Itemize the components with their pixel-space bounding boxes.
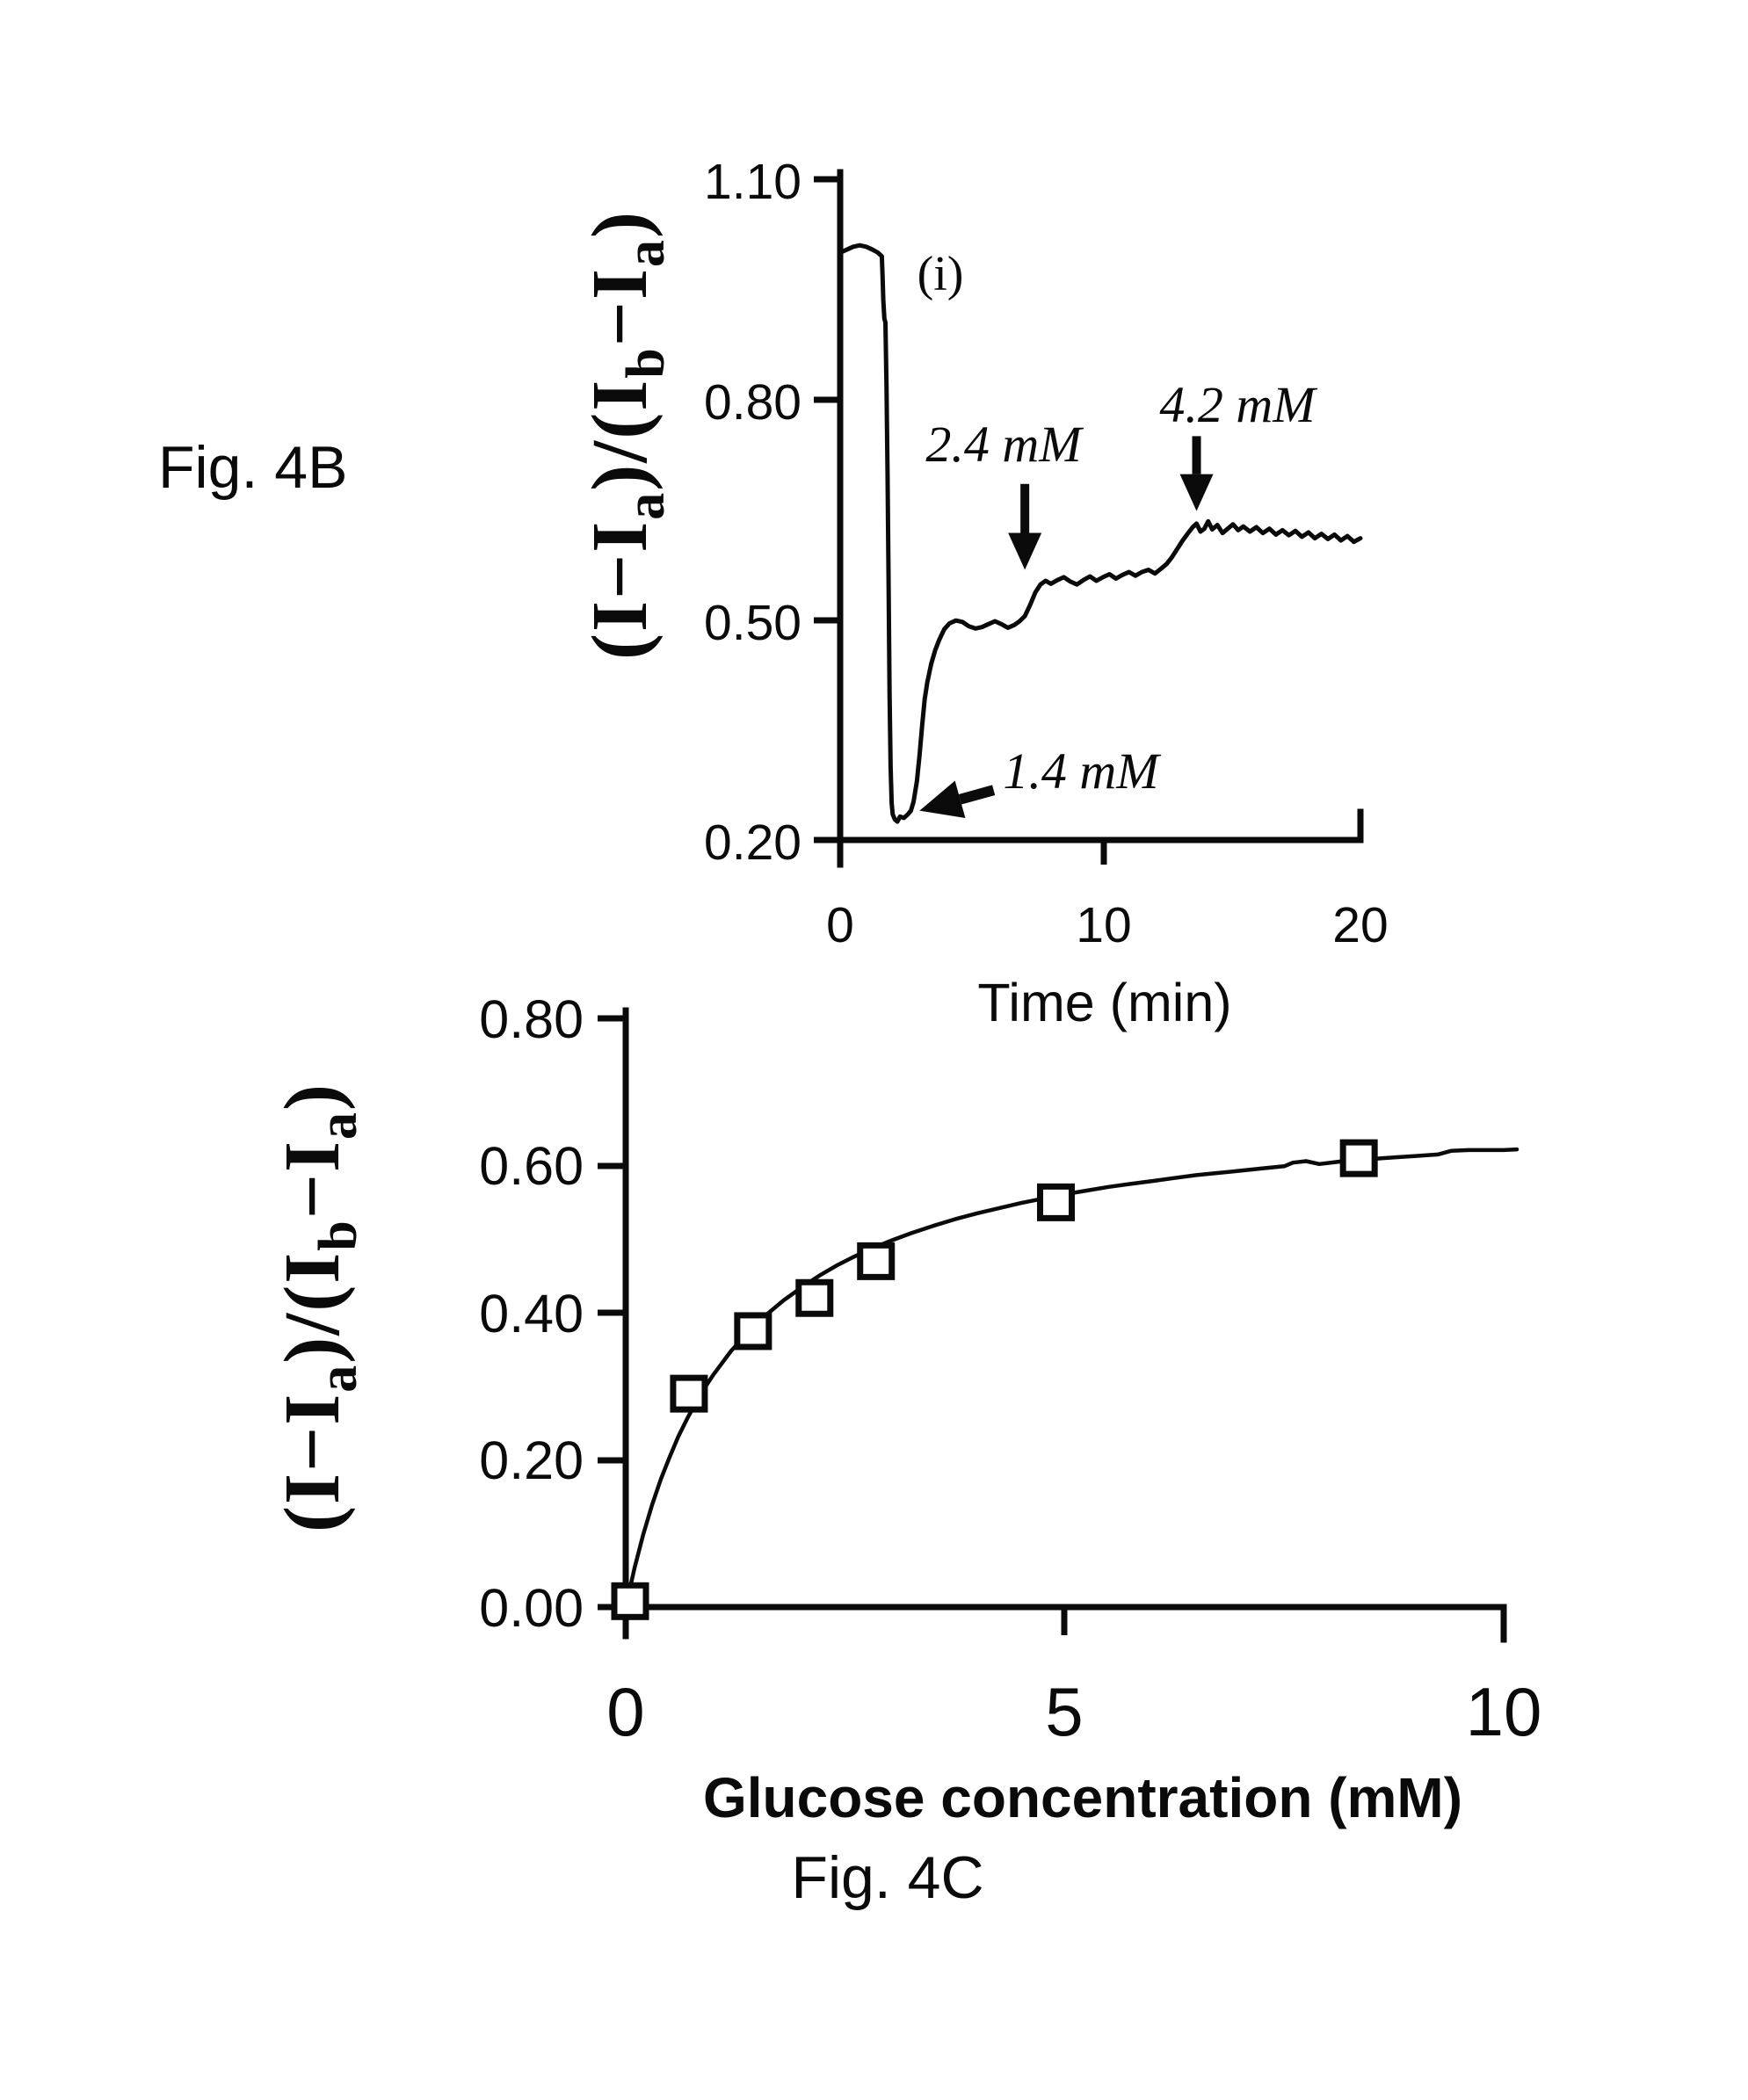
y-tick-label: 0.80 bbox=[479, 989, 584, 1049]
ylabel-part: )/(I bbox=[269, 1251, 356, 1364]
ylabel-part: ) bbox=[577, 210, 664, 238]
x-tick-label: 5 bbox=[1045, 1673, 1083, 1750]
x-tick-label: 0 bbox=[826, 897, 854, 953]
data-point-square bbox=[795, 1278, 834, 1317]
data-point-square bbox=[670, 1374, 708, 1413]
x-tick-label: 20 bbox=[1332, 897, 1388, 953]
ylabel-sub-a: a bbox=[616, 238, 676, 267]
fig-4b-label: Fig. 4B bbox=[158, 434, 347, 501]
y-axis-title-ratio: (I−Ia)/(Ib−Ia) bbox=[269, 1083, 368, 1532]
annotation-1-4mm: 1.4 mM bbox=[1003, 742, 1161, 800]
chart-fig4c: 0.80 0.60 0.40 0.20 0.00 0 5 10 Glucose … bbox=[269, 989, 1541, 1829]
ylabel-part: (I−I bbox=[577, 520, 664, 660]
data-point-square bbox=[1339, 1139, 1378, 1177]
data-points-group bbox=[611, 1139, 1378, 1620]
annotation-arrowhead bbox=[1008, 532, 1042, 570]
ylabel-part: (I−I bbox=[269, 1393, 356, 1532]
x-tick-label: 10 bbox=[1076, 897, 1131, 953]
y-axis-title-ratio: (I−Ia)/(Ib−Ia) bbox=[577, 210, 676, 660]
trace-group bbox=[838, 243, 1363, 824]
y-tick-label: 1.10 bbox=[704, 154, 801, 210]
ylabel-sub-b: b bbox=[308, 1219, 368, 1250]
y-tick-label: 0.50 bbox=[704, 595, 801, 651]
fig-4c-label: Fig. 4C bbox=[791, 1844, 983, 1911]
ylabel-sub-a: a bbox=[616, 491, 676, 520]
x-axis-title-time: Time (min) bbox=[977, 973, 1231, 1032]
x-axis-title-glucose: Glucose concentration (mM) bbox=[703, 1766, 1462, 1829]
ylabel-part: )/(I bbox=[577, 379, 664, 491]
ylabel-part: −I bbox=[269, 1140, 356, 1219]
x-tick-label: 0 bbox=[606, 1673, 644, 1750]
data-point-square bbox=[857, 1242, 896, 1280]
annotation-i: (i) bbox=[918, 247, 964, 301]
response-trace-line bbox=[838, 243, 1363, 824]
data-point-square bbox=[1037, 1183, 1076, 1221]
y-tick-label: 0.40 bbox=[479, 1284, 584, 1343]
ylabel-part: −I bbox=[577, 267, 664, 346]
annotation-arrowhead bbox=[919, 780, 966, 818]
annotation-2-4mm: 2.4 mM bbox=[925, 416, 1084, 473]
y-tick-label: 0.20 bbox=[704, 815, 801, 871]
annotation-arrow-shaft bbox=[958, 785, 996, 805]
ylabel-sub-a: a bbox=[308, 1364, 368, 1393]
x-tick-label: 10 bbox=[1466, 1673, 1542, 1750]
ylabel-sub-b: b bbox=[616, 346, 676, 378]
data-point-square bbox=[611, 1582, 649, 1620]
data-point-square bbox=[734, 1312, 772, 1351]
ylabel-sub-a: a bbox=[308, 1111, 368, 1140]
annotation-arrowhead bbox=[1179, 474, 1214, 511]
annotation-arrows-group bbox=[919, 436, 1214, 818]
y-tick-label: 0.20 bbox=[479, 1430, 584, 1490]
y-tick-label: 0.60 bbox=[479, 1136, 584, 1196]
y-tick-label: 0.80 bbox=[704, 374, 801, 431]
ylabel-part: ) bbox=[269, 1083, 356, 1111]
chart-fig4b: 1.10 0.80 0.50 0.20 0 10 20 Time (min) (… bbox=[577, 154, 1389, 1032]
annotation-4-2mm: 4.2 mM bbox=[1159, 376, 1317, 433]
y-tick-label: 0.00 bbox=[479, 1578, 584, 1638]
